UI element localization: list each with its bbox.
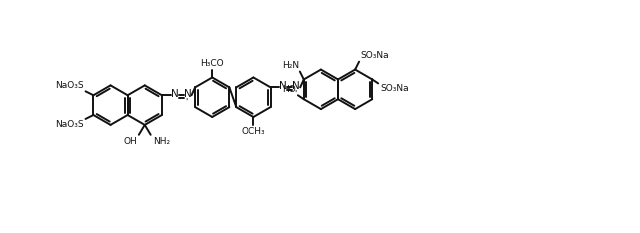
Text: N: N	[280, 81, 287, 91]
Text: SO₃Na: SO₃Na	[380, 84, 409, 93]
Text: N: N	[171, 89, 179, 99]
Text: NaO₃S: NaO₃S	[55, 81, 84, 90]
Text: N: N	[184, 89, 191, 99]
Text: OCH₃: OCH₃	[241, 127, 265, 136]
Text: OH: OH	[123, 137, 137, 146]
Text: ': '	[186, 98, 188, 107]
Text: NaO₃S: NaO₃S	[55, 120, 84, 129]
Text: SO₃Na: SO₃Na	[360, 51, 388, 60]
Text: H₃CO: H₃CO	[200, 58, 224, 68]
Text: NH₂: NH₂	[153, 137, 170, 146]
Text: ': '	[294, 90, 296, 99]
Text: HO: HO	[282, 85, 296, 94]
Text: H₂N: H₂N	[282, 61, 299, 70]
Text: N: N	[292, 81, 300, 91]
